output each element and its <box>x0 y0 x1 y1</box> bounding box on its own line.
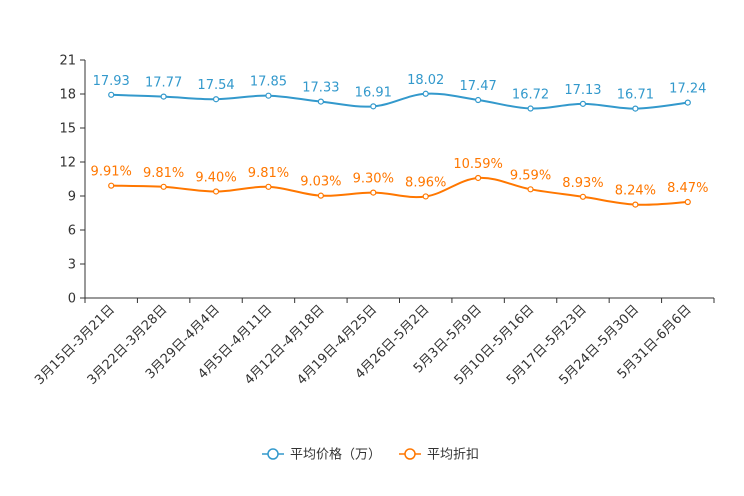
chart-legend[interactable]: 平均价格（万） 平均折扣 <box>262 447 479 463</box>
data-point[interactable] <box>160 93 167 100</box>
data-label: 16.71 <box>617 88 654 103</box>
data-label: 17.93 <box>93 74 130 89</box>
data-label: 17.85 <box>250 75 287 90</box>
y-tick-label: 6 <box>68 224 76 239</box>
data-point[interactable] <box>527 105 534 112</box>
data-label: 9.30% <box>353 172 394 187</box>
data-point[interactable] <box>475 96 482 104</box>
series-average-discount: 9.91% 9.81% 9.40% 9.81% 9.03% 9.30% 8.96% 10.59… <box>91 157 708 208</box>
data-point[interactable] <box>527 186 534 193</box>
data-point[interactable] <box>579 100 587 107</box>
legend-item-average-discount[interactable]: 平均折扣 <box>399 448 479 463</box>
data-point[interactable] <box>317 192 324 199</box>
legend-circle-icon <box>404 448 416 460</box>
data-label: 16.72 <box>512 88 549 103</box>
y-tick-label: 18 <box>59 88 76 103</box>
y-tick-label: 9 <box>68 190 76 205</box>
data-label: 17.33 <box>302 81 339 96</box>
series-average-price: 17.93 17.77 17.54 17.85 17.33 16.91 18.02 17.47… <box>93 73 706 112</box>
data-point[interactable] <box>160 183 167 190</box>
data-label: 8.47% <box>667 181 708 196</box>
data-point[interactable] <box>632 105 639 112</box>
data-label: 9.91% <box>91 165 132 180</box>
data-point[interactable] <box>370 189 377 196</box>
data-point[interactable] <box>422 193 429 200</box>
data-label: 8.24% <box>615 184 656 199</box>
series-line <box>111 176 688 206</box>
data-point[interactable] <box>108 91 115 98</box>
y-tick-label: 15 <box>59 122 76 137</box>
legend-circle-icon <box>267 448 279 460</box>
legend-label: 平均价格（万） <box>290 447 381 463</box>
data-point[interactable] <box>475 174 482 182</box>
data-point[interactable] <box>370 103 377 110</box>
data-label: 8.96% <box>405 175 446 190</box>
y-tick-label: 3 <box>68 258 76 273</box>
data-label: 9.81% <box>143 166 184 181</box>
data-point[interactable] <box>684 99 691 106</box>
legend-label: 平均折扣 <box>427 448 479 463</box>
data-label: 17.77 <box>145 76 182 91</box>
data-label: 9.59% <box>510 168 551 183</box>
chart-series: 17.93 17.77 17.54 17.85 17.33 16.91 18.02 17.47… <box>91 73 708 208</box>
data-point[interactable] <box>212 96 220 103</box>
data-point[interactable] <box>212 188 220 195</box>
data-label: 16.91 <box>355 85 392 100</box>
data-label: 17.54 <box>197 78 234 93</box>
y-tick-label: 12 <box>59 156 76 171</box>
data-label: 9.03% <box>300 175 341 190</box>
data-label: 18.02 <box>407 73 444 88</box>
data-point[interactable] <box>632 201 639 208</box>
data-point[interactable] <box>108 182 115 189</box>
series-line <box>111 92 688 110</box>
data-point[interactable] <box>422 90 429 97</box>
data-label: 17.47 <box>460 79 497 94</box>
data-point[interactable] <box>684 198 691 206</box>
y-tick-label: 21 <box>59 54 76 69</box>
legend-item-average-price[interactable]: 平均价格（万） <box>262 447 381 463</box>
data-label: 17.24 <box>669 82 706 97</box>
data-label: 17.13 <box>564 83 601 98</box>
data-point[interactable] <box>317 98 324 105</box>
data-label: 8.93% <box>562 176 603 191</box>
data-point[interactable] <box>265 92 272 99</box>
data-label: 10.59% <box>453 157 503 172</box>
y-tick-label: 0 <box>68 292 76 307</box>
data-label: 9.81% <box>248 166 289 181</box>
data-point[interactable] <box>265 183 272 190</box>
data-point[interactable] <box>579 193 587 200</box>
data-label: 9.40% <box>195 170 236 185</box>
